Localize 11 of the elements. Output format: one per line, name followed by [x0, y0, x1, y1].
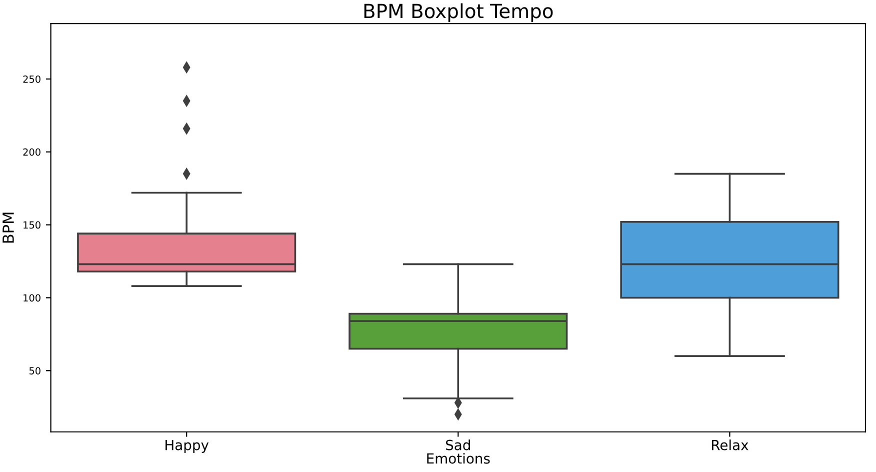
- y-tick-label: 250: [23, 75, 40, 83]
- x-axis-title: Emotions: [427, 452, 490, 464]
- chart-title: BPM Boxplot Tempo: [364, 3, 553, 22]
- y-axis-title: BPM: [2, 212, 14, 243]
- x-tick-label: Sad: [446, 440, 470, 450]
- y-tick-label: 100: [24, 294, 40, 302]
- x-tick-label: Happy: [166, 440, 209, 453]
- y-tick-label: 150: [24, 221, 40, 229]
- y-tick-label: 200: [23, 148, 40, 156]
- x-tick-label: Relax: [712, 440, 748, 450]
- y-tick-label: 50: [29, 367, 40, 374]
